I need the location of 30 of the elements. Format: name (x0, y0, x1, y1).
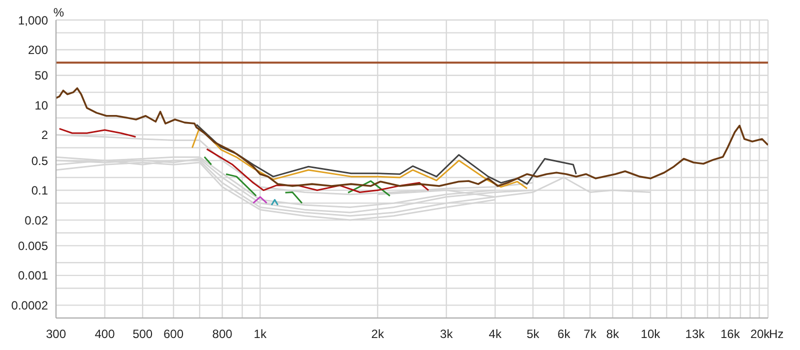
x-tick-label: 800 (212, 327, 233, 341)
y-tick-label: 0.0002 (11, 298, 48, 312)
y-tick-label: 200 (28, 43, 48, 58)
y-tick-label: 2 (41, 128, 48, 142)
x-tick-label: 4k (488, 327, 502, 341)
x-tick-label: 20k (750, 327, 771, 341)
y-tick-label: 0.005 (18, 238, 48, 253)
x-tick-label: 3k (440, 327, 454, 341)
y-tick-label: 10 (34, 98, 48, 112)
y-tick-label: 50 (34, 68, 48, 83)
y-tick-label: 0.001 (18, 268, 48, 283)
x-axis-title: Hz (769, 327, 784, 341)
x-tick-label: 600 (164, 327, 184, 341)
y-tick-label: 1,000 (18, 13, 48, 28)
x-tick-label: 2k (371, 327, 385, 341)
x-tick-label: 8k (606, 327, 620, 341)
x-tick-label: 7k (584, 327, 598, 341)
y-tick-label: 0.1 (31, 184, 48, 198)
x-tick-label: 400 (94, 327, 116, 341)
x-tick-label: 6k (558, 327, 572, 341)
x-tick-label: 1k (254, 327, 268, 341)
x-tick-label: 5k (526, 327, 540, 341)
x-tick-label: 300 (46, 327, 66, 341)
y-tick-label: 0.02 (24, 213, 48, 228)
x-tick-label: 10k (640, 327, 662, 341)
y-tick-label: 0.5 (31, 154, 48, 168)
y-axis-title: % (53, 6, 64, 20)
x-tick-label: 16k (720, 327, 741, 341)
x-tick-label: 13k (685, 327, 706, 341)
x-tick-label: 500 (132, 327, 153, 341)
